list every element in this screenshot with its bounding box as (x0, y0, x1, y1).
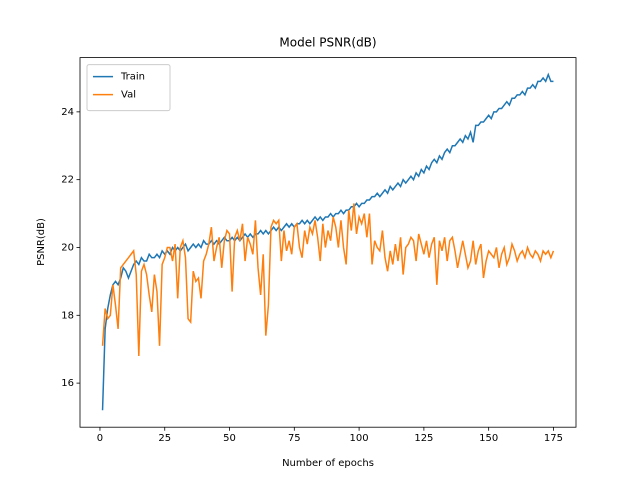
legend-label: Val (121, 90, 136, 101)
y-tick-label: 18 (61, 310, 74, 321)
series-line (101, 203, 555, 357)
y-tick-label: 16 (61, 378, 74, 389)
x-tick-label: 175 (544, 433, 563, 444)
x-tick-label: 75 (288, 433, 301, 444)
x-tick-label: 0 (97, 433, 103, 444)
x-tick-label: 100 (350, 433, 369, 444)
y-tick-label: 20 (61, 242, 74, 253)
y-axis-label: PSNR(dB) (36, 218, 47, 266)
x-tick-label: 25 (158, 433, 171, 444)
x-tick-label: 125 (414, 433, 433, 444)
plot-frame (79, 57, 577, 428)
x-axis-label: Number of epochs (282, 458, 374, 469)
chart-title: Model PSNR(dB) (279, 36, 376, 50)
y-tick-label: 24 (61, 107, 74, 118)
y-tick-label: 22 (61, 175, 74, 186)
x-tick-label: 50 (223, 433, 236, 444)
series-line (101, 72, 554, 411)
legend-label: Train (120, 72, 145, 83)
x-tick-label: 150 (479, 433, 498, 444)
